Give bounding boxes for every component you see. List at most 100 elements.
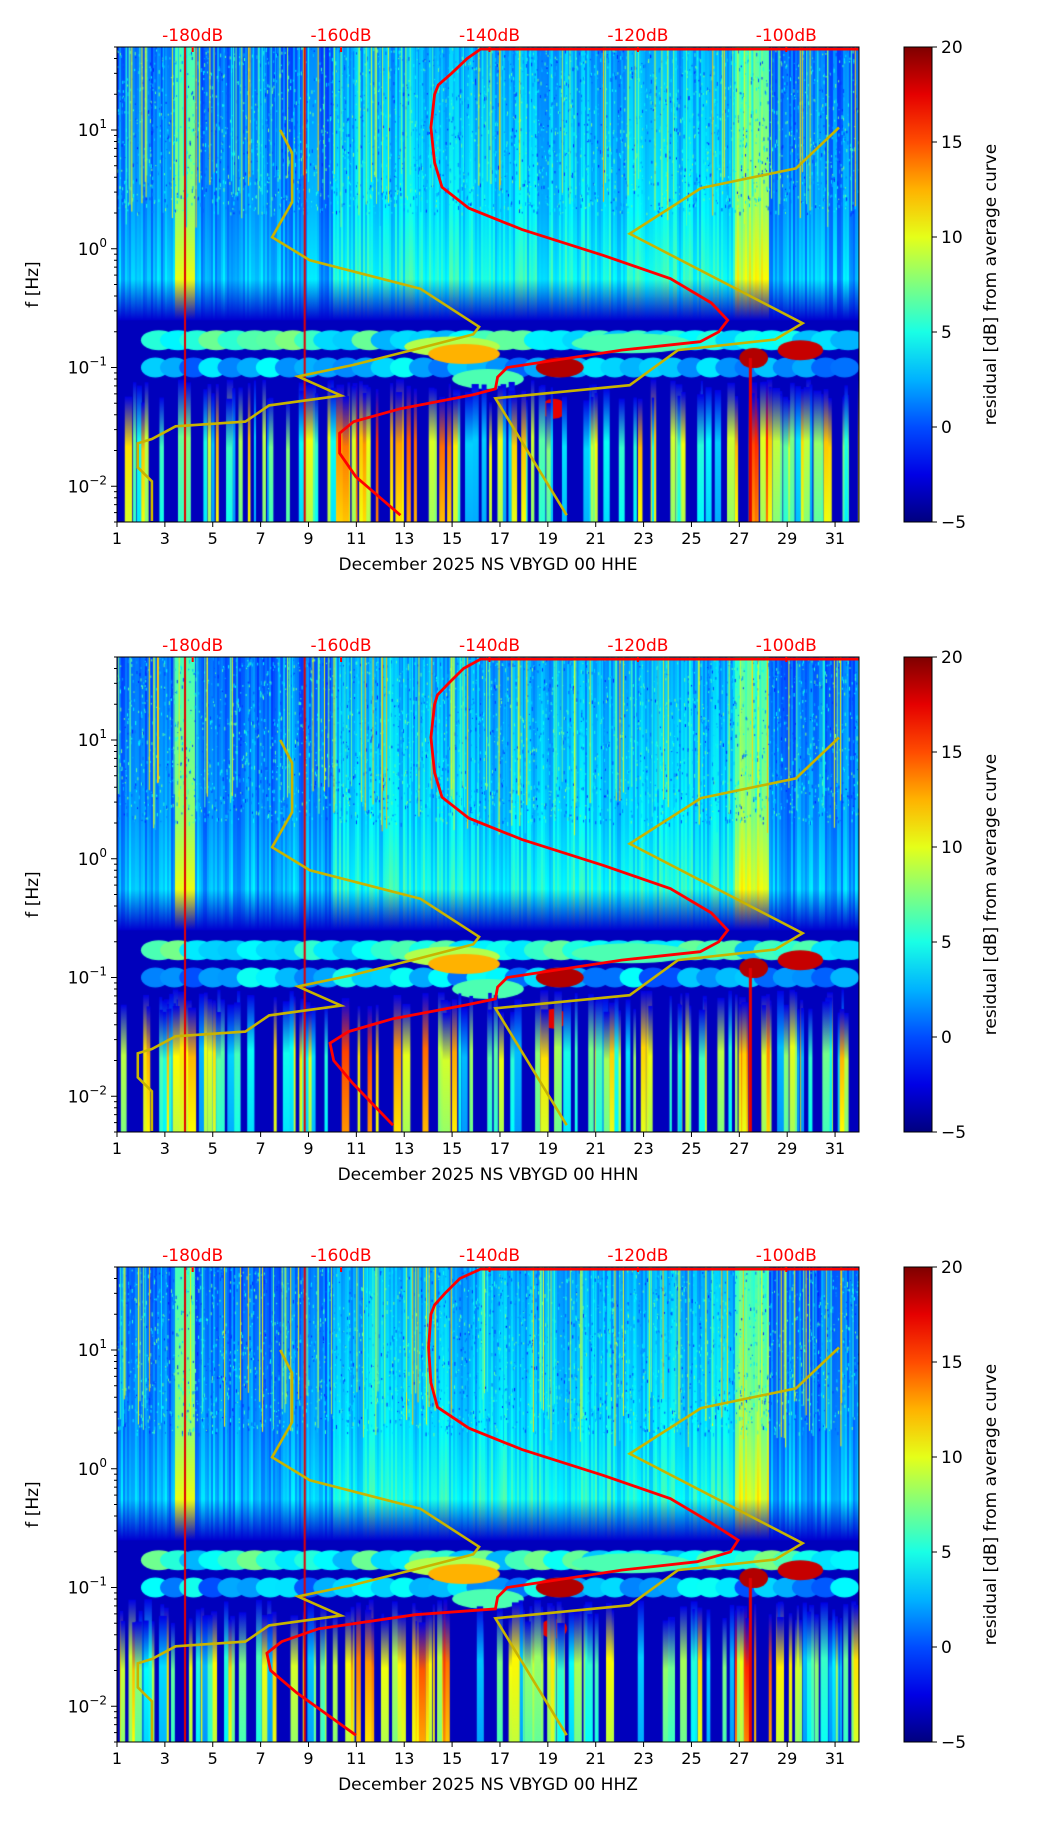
colorbar-tick-label: 10 bbox=[941, 228, 963, 248]
average-psd-curve bbox=[338, 47, 859, 517]
x-axis-label: December 2025 NS VBYGD 00 HHZ bbox=[338, 1775, 638, 1795]
y-tick-label: 10−1 bbox=[68, 1575, 107, 1599]
x-tick-label: 7 bbox=[256, 1749, 266, 1768]
plot-frame bbox=[116, 1266, 860, 1743]
x-tick-label: 9 bbox=[303, 529, 313, 548]
y-tick-label: 10−1 bbox=[68, 965, 107, 989]
colorbar bbox=[903, 1266, 933, 1743]
y-axis-label: f [Hz] bbox=[23, 1481, 43, 1527]
top-db-tick-label: -180dB bbox=[162, 1246, 223, 1266]
y-tick-label: 101 bbox=[78, 1337, 107, 1361]
x-tick-label: 27 bbox=[729, 1749, 749, 1768]
colorbar-tick-label: 5 bbox=[941, 933, 952, 953]
x-tick-label: 3 bbox=[160, 1139, 170, 1158]
spectrogram-heatmap bbox=[117, 1267, 859, 1742]
nlnm-curve bbox=[136, 1349, 481, 1741]
x-tick-label: 23 bbox=[633, 1749, 653, 1768]
x-tick-label: 31 bbox=[825, 1749, 845, 1768]
colorbar-tick-label: −5 bbox=[941, 1123, 966, 1143]
spectrogram-panel-hhe: 1 3 5 7 9 11 13 15 17 19 21 23 25 27 29 31 December 2025… bbox=[0, 0, 1052, 610]
y-axis-label: f [Hz] bbox=[23, 261, 43, 307]
plot-frame bbox=[116, 46, 860, 523]
colorbar-tick-label: 0 bbox=[941, 418, 952, 438]
average-psd-curve bbox=[265, 1267, 859, 1737]
top-db-tick-label: -100dB bbox=[756, 1246, 817, 1266]
top-db-tick-label: -100dB bbox=[756, 636, 817, 656]
colorbar bbox=[903, 656, 933, 1133]
nhnm-curve bbox=[493, 736, 840, 1126]
colorbar-tick-label: 5 bbox=[941, 323, 952, 343]
colorbar-tick-label: 15 bbox=[941, 743, 963, 763]
colorbar-tick-label: 5 bbox=[941, 1543, 952, 1563]
x-tick-label: 25 bbox=[681, 1139, 701, 1158]
x-tick-label: 21 bbox=[586, 529, 606, 548]
x-tick-label: 7 bbox=[256, 1139, 266, 1158]
x-tick-label: 5 bbox=[208, 529, 218, 548]
x-tick-label: 5 bbox=[208, 1749, 218, 1768]
colorbar-tick-label: 0 bbox=[941, 1638, 952, 1658]
x-tick-label: 31 bbox=[825, 529, 845, 548]
x-tick-label: 1 bbox=[112, 529, 122, 548]
x-tick-label: 19 bbox=[538, 529, 558, 548]
x-tick-label: 25 bbox=[681, 529, 701, 548]
spectrogram-panel-hhz: 1 3 5 7 9 11 13 15 17 19 21 23 25 27 29 31 December 2025… bbox=[0, 1220, 1052, 1830]
x-tick-label: 15 bbox=[442, 1139, 462, 1158]
x-tick-label: 5 bbox=[208, 1139, 218, 1158]
top-db-tick-label: -120dB bbox=[607, 26, 668, 46]
spectrogram-heatmap bbox=[117, 47, 859, 522]
top-db-tick-label: -160dB bbox=[311, 636, 372, 656]
y-axis-label: f [Hz] bbox=[23, 871, 43, 917]
x-tick-label: 15 bbox=[442, 1749, 462, 1768]
colorbar-label: residual [dB] from average curve bbox=[981, 144, 1001, 425]
colorbar-tick-label: 10 bbox=[941, 838, 963, 858]
x-tick-label: 29 bbox=[777, 1749, 797, 1768]
x-tick-label: 9 bbox=[303, 1139, 313, 1158]
x-tick-label: 25 bbox=[681, 1749, 701, 1768]
top-db-tick-label: -180dB bbox=[162, 26, 223, 46]
x-tick-label: 13 bbox=[394, 1139, 414, 1158]
top-db-tick-label: -140dB bbox=[459, 636, 520, 656]
top-db-tick-label: -120dB bbox=[607, 636, 668, 656]
top-db-tick-label: -120dB bbox=[607, 1246, 668, 1266]
colorbar-tick-label: 20 bbox=[941, 1258, 963, 1278]
x-tick-label: 17 bbox=[490, 1139, 510, 1158]
x-tick-label: 11 bbox=[346, 1139, 366, 1158]
colorbar-tick-label: 20 bbox=[941, 38, 963, 58]
y-tick-label: 101 bbox=[78, 727, 107, 751]
spectrogram-panel-hhn: 1 3 5 7 9 11 13 15 17 19 21 23 25 27 29 31 December 2025… bbox=[0, 610, 1052, 1220]
x-tick-label: 11 bbox=[346, 1749, 366, 1768]
x-tick-label: 17 bbox=[490, 1749, 510, 1768]
top-db-tick-label: -160dB bbox=[311, 26, 372, 46]
top-db-tick-label: -140dB bbox=[459, 26, 520, 46]
colorbar-tick-label: 0 bbox=[941, 1028, 952, 1048]
x-axis-label: December 2025 NS VBYGD 00 HHE bbox=[339, 555, 638, 575]
plot-frame bbox=[116, 656, 860, 1133]
x-axis-label: December 2025 NS VBYGD 00 HHN bbox=[338, 1165, 639, 1185]
y-tick-label: 10−2 bbox=[68, 473, 107, 497]
x-tick-label: 1 bbox=[112, 1749, 122, 1768]
x-tick-label: 23 bbox=[633, 1139, 653, 1158]
top-db-tick-label: -160dB bbox=[311, 1246, 372, 1266]
x-tick-label: 3 bbox=[160, 1749, 170, 1768]
spectrogram-heatmap bbox=[117, 657, 859, 1132]
y-tick-label: 101 bbox=[78, 117, 107, 141]
x-tick-label: 23 bbox=[633, 529, 653, 548]
top-db-tick-label: -140dB bbox=[459, 1246, 520, 1266]
y-tick-label: 10−2 bbox=[68, 1083, 107, 1107]
x-tick-label: 15 bbox=[442, 529, 462, 548]
colorbar-tick-label: 20 bbox=[941, 648, 963, 668]
x-tick-label: 3 bbox=[160, 529, 170, 548]
x-tick-label: 9 bbox=[303, 1749, 313, 1768]
x-tick-label: 29 bbox=[777, 529, 797, 548]
y-tick-label: 100 bbox=[78, 236, 107, 260]
x-tick-label: 31 bbox=[825, 1139, 845, 1158]
x-tick-label: 17 bbox=[490, 529, 510, 548]
y-tick-label: 100 bbox=[78, 1456, 107, 1480]
nlnm-curve bbox=[136, 129, 481, 521]
x-tick-label: 13 bbox=[394, 529, 414, 548]
x-tick-label: 29 bbox=[777, 1139, 797, 1158]
y-tick-label: 10−2 bbox=[68, 1693, 107, 1717]
nlnm-curve bbox=[136, 739, 481, 1131]
y-tick-label: 10−1 bbox=[68, 355, 107, 379]
